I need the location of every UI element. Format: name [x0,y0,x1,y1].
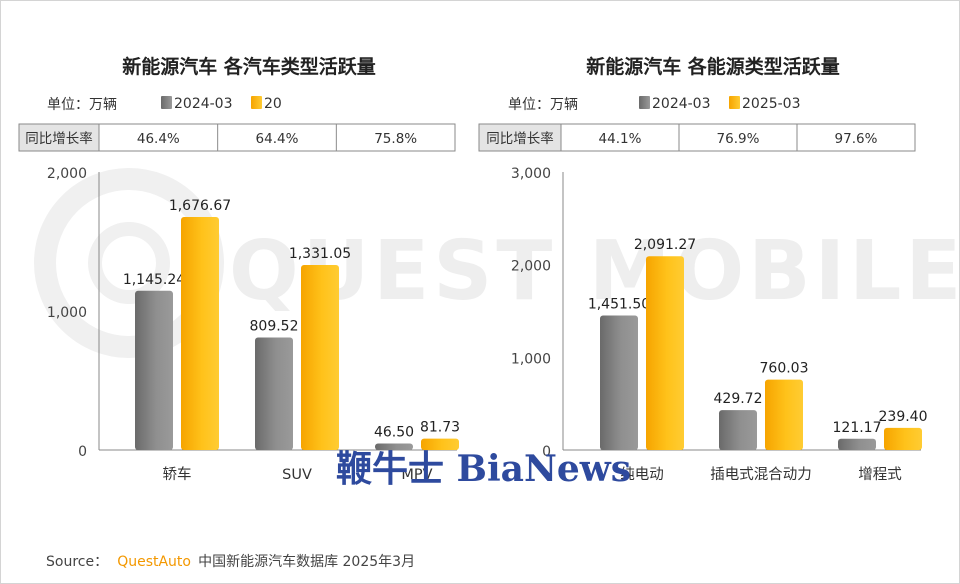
data-label: 121.17 [833,420,882,436]
legend-swatch [639,96,650,109]
data-label: 809.52 [250,318,299,334]
category-label: SUV [282,467,312,483]
overlay-watermark: 鞭牛士 BiaNews [336,448,631,490]
bar-2025 [181,216,219,450]
yoy-header-cell [19,124,100,151]
bar-2024 [600,315,638,450]
unit-label: 单位：万辆 [508,97,578,113]
legend-entry: 20 [264,96,282,112]
legend-swatch [729,96,740,109]
y-tick-label: 1,000 [511,351,551,367]
yoy-value: 97.6% [835,131,878,147]
watermark-group: QUEST MOBILE [34,168,959,358]
y-tick-label: 0 [542,444,551,460]
bar-2024 [838,438,876,450]
data-label: 1,451.50 [588,296,650,312]
data-label: 1,331.05 [289,246,351,262]
data-label: 2,091.27 [634,237,696,253]
bar-2024 [719,410,757,450]
y-tick-label: 2,000 [511,259,551,275]
chart-title: 新能源汽车 各汽车类型活跃量 [122,55,376,78]
bar-2025 [421,438,459,450]
category-label: 增程式 [858,466,902,483]
data-label: 1,145.24 [123,272,185,288]
category-label: MPV [401,467,432,483]
y-tick-label: 2,000 [47,166,87,182]
source-brand: QuestAuto [117,554,191,570]
watermark-text: QUEST MOBILE [229,224,959,319]
bar-2025 [301,264,339,450]
watermark-logo-core [88,222,170,304]
data-label: 1,676.67 [169,198,231,214]
yoy-value: 75.8% [374,131,417,147]
data-label: 760.03 [760,361,809,377]
y-tick-label: 0 [78,444,87,460]
yoy-value: 64.4% [256,131,299,147]
legend-entry: 2025-03 [742,96,801,112]
yoy-value: 46.4% [137,131,180,147]
legend-swatch [251,96,262,109]
data-label: 429.72 [714,391,763,407]
chart-title: 新能源汽车 各能源类型活跃量 [586,55,840,78]
category-label: 轿车 [163,466,192,483]
bar-2024 [135,290,173,450]
yoy-value: 76.9% [717,131,760,147]
bar-2025 [765,379,803,450]
yoy-header-cell [479,124,562,151]
data-label: 81.73 [420,420,460,436]
unit-label: 单位：万辆 [47,97,117,113]
yoy-value: 44.1% [599,131,642,147]
data-label: 239.40 [879,409,928,425]
bar-2024 [375,443,413,450]
y-tick-label: 3,000 [511,166,551,182]
data-label: 46.50 [374,425,414,441]
source-line: Source： QuestAuto 中国新能源汽车数据库 2025年3月 [46,551,415,570]
legend-entry: 2024-03 [174,96,233,112]
legend-entry: 2024-03 [652,96,711,112]
yoy-header-label: 同比增长率 [25,130,93,147]
bar-2024 [255,337,293,450]
yoy-header-label: 同比增长率 [486,130,554,147]
category-label: 纯电动 [620,466,664,483]
source-label: Source： [46,554,108,570]
category-label: 插电式混合动力 [710,466,812,483]
source-text: 中国新能源汽车数据库 2025年3月 [198,553,415,570]
y-tick-label: 1,000 [47,305,87,321]
bar-2025 [646,256,684,450]
bar-2025 [884,427,922,450]
legend-swatch [161,96,172,109]
